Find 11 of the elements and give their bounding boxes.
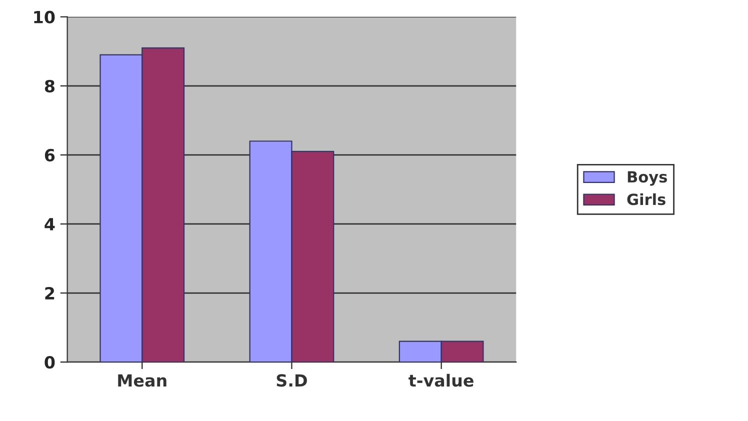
legend-label: Boys xyxy=(628,171,667,186)
y-tick-label: 10 xyxy=(34,10,55,24)
x-tick-label: S.D xyxy=(276,374,307,387)
x-tick-label: Mean xyxy=(118,374,166,387)
legend-label: Girls xyxy=(627,193,666,206)
y-tick-label: 2 xyxy=(45,286,54,300)
y-tick-label: 6 xyxy=(44,148,55,162)
y-tick-label: 0 xyxy=(44,356,55,369)
y-tick-label: 4 xyxy=(44,218,55,230)
x-tick-label: t-value xyxy=(408,374,474,387)
y-tick-label: 8 xyxy=(44,80,54,92)
